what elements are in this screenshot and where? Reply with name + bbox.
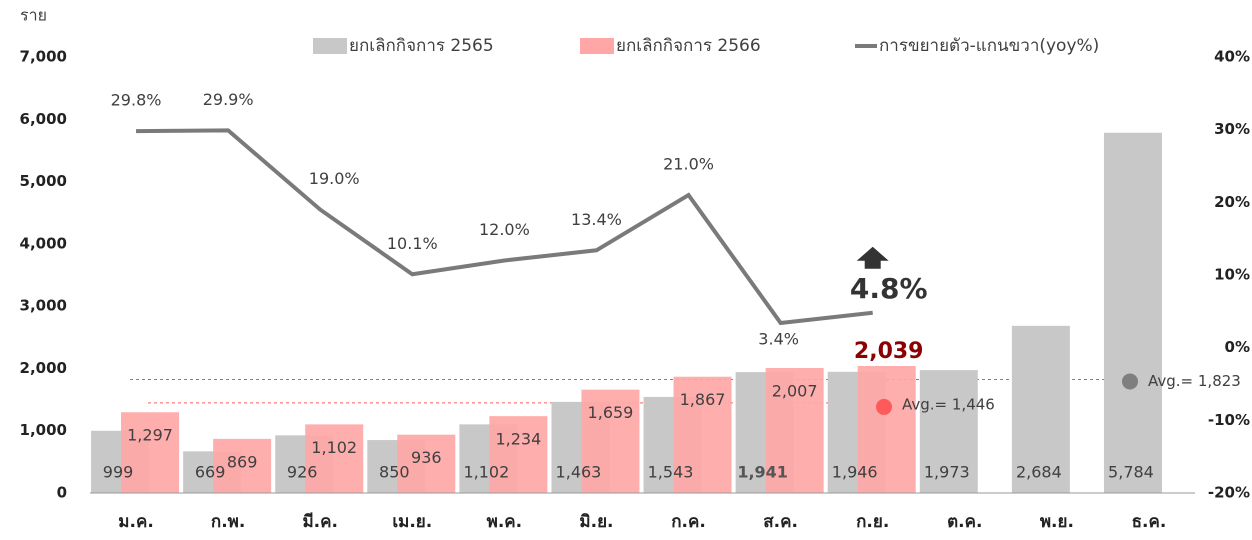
bar (765, 367, 824, 493)
y-tick-label: 4,000 (20, 234, 67, 252)
y2-tick-label: -10% (1208, 411, 1250, 429)
data-label: 1,102 (311, 438, 357, 457)
data-label: 2,039 (854, 339, 924, 364)
y-tick-label: 2,000 (20, 359, 67, 377)
data-label: 926 (287, 463, 318, 482)
data-label: 869 (227, 452, 258, 471)
data-label: 5,784 (1108, 463, 1154, 482)
bar (919, 370, 978, 493)
bar (1011, 325, 1070, 493)
data-label: 936 (411, 448, 442, 467)
x-tick-label: ก.พ. (211, 512, 245, 532)
legend-label: การขยายตัว-แกนขวา(yoy%) (879, 36, 1099, 56)
data-label: 3.4% (758, 329, 799, 348)
x-tick-label: เม.ย. (392, 512, 432, 532)
x-tick-label: มี.ค. (302, 511, 338, 532)
y-tick-label: 7,000 (20, 48, 67, 66)
y-tick-label: 6,000 (20, 110, 67, 128)
data-label: 29.9% (203, 90, 254, 109)
y-tick-label: 1,000 (20, 421, 67, 439)
data-label: 1,973 (924, 463, 970, 482)
x-tick-label: ต.ค. (947, 512, 982, 532)
arrow-icon (856, 246, 889, 269)
bar (673, 376, 732, 493)
data-label: 4.8% (850, 272, 928, 305)
y2-tick-label: -20% (1208, 484, 1250, 502)
data-label: 1,543 (648, 463, 694, 482)
data-label: 29.8% (111, 91, 162, 110)
data-label: 1,234 (495, 430, 541, 449)
legend-label: ยกเลิกกิจการ 2566 (616, 36, 761, 56)
bar (305, 424, 364, 493)
data-label: 12.0% (479, 220, 530, 239)
bar (581, 389, 640, 493)
x-tick-label: มิ.ย. (579, 512, 613, 532)
annotation: Avg.= 1,446 (902, 395, 995, 413)
data-label: 669 (195, 463, 226, 482)
data-label: 1,297 (127, 426, 173, 445)
bar (213, 438, 272, 493)
y-tick-label: 3,000 (20, 297, 67, 315)
data-label: 999 (103, 463, 134, 482)
bar (857, 365, 916, 493)
average-marker (1122, 373, 1138, 390)
y2-tick-label: 40% (1214, 48, 1250, 66)
data-label: 1,946 (832, 463, 878, 482)
legend-label: ยกเลิกกิจการ 2565 (349, 36, 494, 56)
bar (1103, 132, 1162, 493)
data-label: 1,659 (588, 403, 634, 422)
data-label: 2,007 (772, 381, 818, 400)
x-tick-label: ก.ค. (671, 512, 706, 532)
legend-swatch (313, 38, 347, 54)
x-tick-label: พ.ค. (487, 512, 523, 532)
data-label: 1,867 (680, 390, 726, 409)
bar (489, 416, 548, 493)
y-tick-label: 5,000 (20, 172, 67, 190)
x-tick-label: ก.ย. (856, 512, 889, 532)
x-tick-label: ม.ค. (118, 512, 154, 532)
data-label: 10.1% (387, 234, 438, 253)
y2-tick-label: 0% (1225, 338, 1250, 356)
y-tick-label: 0 (57, 484, 67, 502)
x-tick-label: ส.ค. (763, 512, 798, 532)
x-tick-label: ธ.ค. (1132, 512, 1167, 532)
bar (121, 412, 180, 493)
legend-swatch (580, 38, 614, 54)
data-label: 850 (379, 463, 410, 482)
annotation: Avg.= 1,823 (1148, 372, 1241, 390)
y2-tick-label: 30% (1214, 120, 1250, 138)
data-label: 19.0% (309, 169, 360, 188)
data-label: 13.4% (571, 210, 622, 229)
data-label: 21.0% (663, 155, 714, 174)
y-axis-label: ราย (20, 6, 47, 25)
bar (397, 434, 456, 493)
average-marker (876, 398, 892, 415)
y2-tick-label: 10% (1214, 266, 1250, 284)
data-label: 1,463 (556, 463, 602, 482)
data-label: 2,684 (1016, 463, 1062, 482)
y2-tick-label: 20% (1214, 193, 1250, 211)
data-label: 1,102 (463, 463, 509, 482)
line (136, 128, 873, 326)
data-label: 1,941 (737, 463, 788, 482)
x-tick-label: พ.ย. (1040, 512, 1074, 532)
